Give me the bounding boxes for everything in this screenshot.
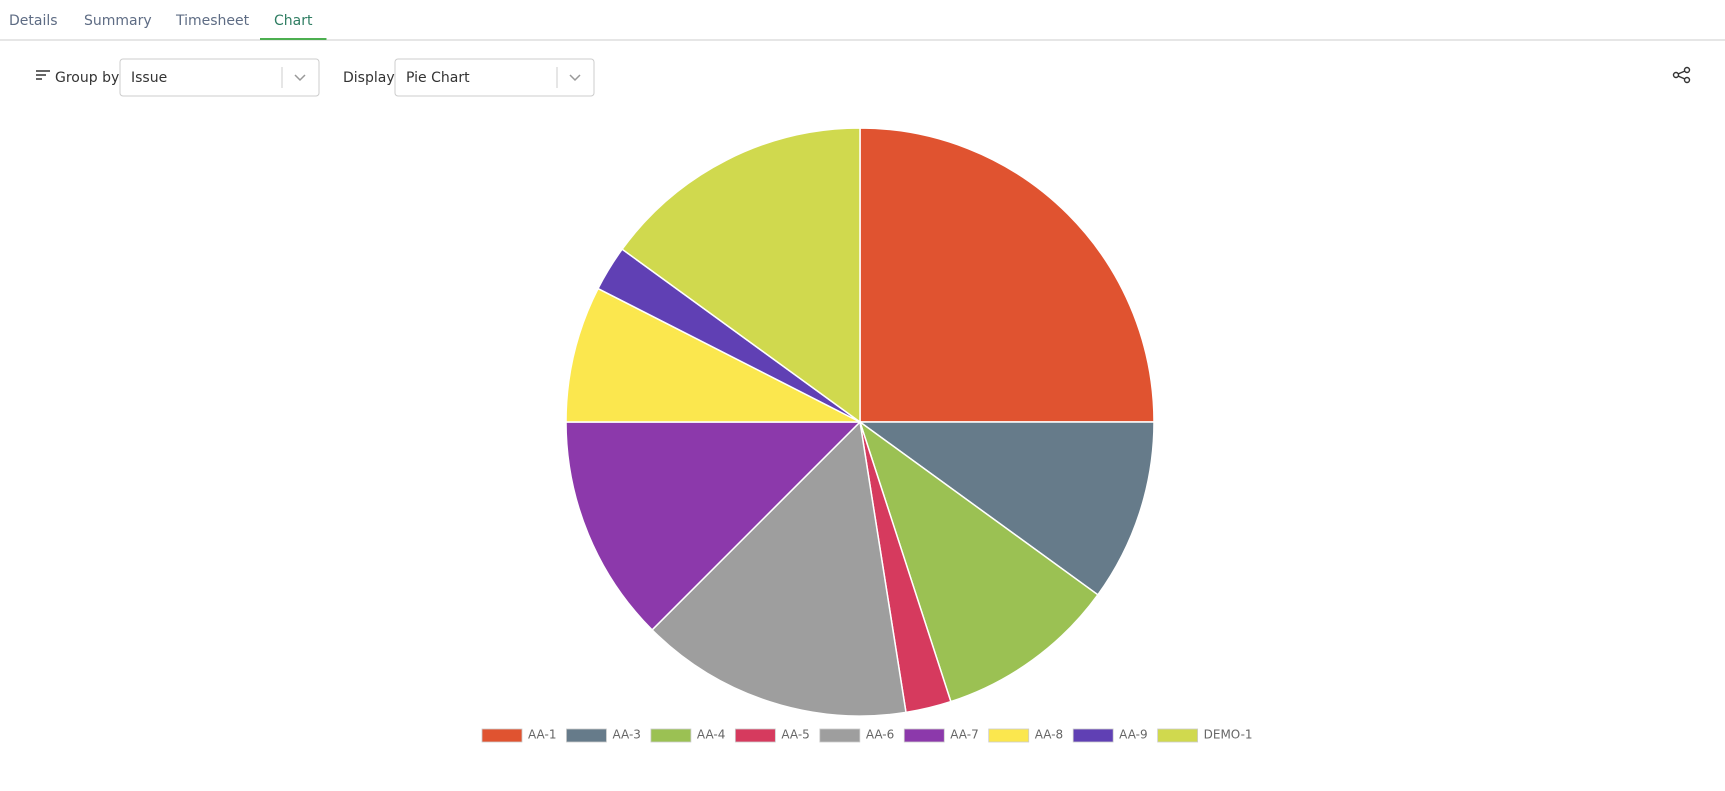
tab[interactable]: Details [9, 13, 58, 29]
dropdown-arrow [569, 74, 581, 82]
legend-label: AA-8 [1035, 728, 1063, 742]
display-label: Display: [343, 70, 398, 86]
legend-label: AA-1 [528, 728, 556, 742]
pie-slice [621, 127, 861, 424]
dropdown-arrow [294, 74, 306, 82]
legend-label: AA-9 [1119, 728, 1147, 742]
legend-label: DEMO-1 [1204, 728, 1253, 742]
legend-swatch [1157, 728, 1199, 743]
legend: AA-1 AA-3 AA-4 AA-5 AA-6 AA-7 AA-8 AA-9 DEMO-1 [481, 728, 1253, 743]
legend-swatch [988, 728, 1030, 743]
pie-slice [565, 287, 861, 423]
legend-label: AA-7 [950, 728, 978, 742]
pie-chart [565, 127, 1155, 717]
tab-bar: Details Summary Timesheet Chart [9, 13, 327, 40]
legend-label: AA-4 [697, 728, 725, 742]
share-button[interactable] [1672, 66, 1691, 84]
legend-label: AA-5 [781, 728, 809, 742]
group-by-icon [36, 70, 50, 80]
pie-slice [565, 421, 862, 631]
legend-label: AA-3 [612, 728, 640, 742]
tab[interactable]: Timesheet [175, 13, 250, 29]
legend-swatch [819, 728, 861, 743]
tab[interactable]: Chart [274, 13, 313, 29]
pie-slice [859, 127, 1155, 423]
legend-swatch [1072, 728, 1114, 743]
legend-swatch [903, 728, 945, 743]
legend-swatch [734, 728, 776, 743]
legend-swatch [481, 728, 523, 743]
display-select[interactable] [394, 58, 595, 97]
legend-swatch [650, 728, 692, 743]
pie-slice [857, 421, 1155, 596]
group-by-value: Issue [131, 70, 167, 86]
pie-slice [651, 420, 907, 717]
legend-label: AA-6 [866, 728, 894, 742]
group-by-select[interactable] [119, 58, 320, 97]
group-by-label: Group by: [55, 70, 123, 86]
display-value: Pie Chart [406, 70, 470, 86]
legend-swatch [566, 728, 607, 743]
pie-slice [858, 420, 1099, 703]
tab[interactable]: Summary [84, 13, 152, 29]
